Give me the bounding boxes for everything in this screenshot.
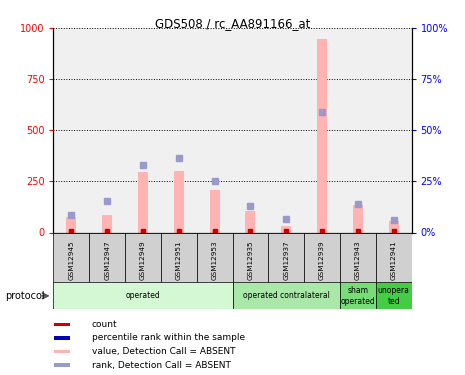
Bar bbox=[125, 232, 161, 283]
Text: sham
operated: sham operated bbox=[340, 286, 375, 306]
Bar bbox=[317, 39, 327, 232]
Bar bbox=[53, 232, 89, 283]
Text: GSM12943: GSM12943 bbox=[355, 240, 361, 280]
Text: unopera
ted: unopera ted bbox=[378, 286, 410, 306]
Bar bbox=[138, 172, 148, 232]
Bar bbox=[161, 232, 197, 283]
Text: GSM12949: GSM12949 bbox=[140, 240, 146, 280]
Text: GSM12947: GSM12947 bbox=[104, 240, 110, 280]
Bar bbox=[54, 363, 70, 367]
Text: value, Detection Call = ABSENT: value, Detection Call = ABSENT bbox=[92, 347, 235, 356]
Bar bbox=[53, 282, 232, 309]
Bar bbox=[376, 232, 412, 283]
Text: count: count bbox=[92, 320, 117, 329]
Bar bbox=[54, 322, 70, 326]
Text: operated contralateral: operated contralateral bbox=[243, 291, 330, 300]
Bar bbox=[102, 215, 112, 232]
Bar bbox=[54, 336, 70, 340]
Bar bbox=[340, 232, 376, 283]
Text: GSM12939: GSM12939 bbox=[319, 240, 325, 280]
Bar bbox=[197, 232, 232, 283]
Text: operated: operated bbox=[126, 291, 160, 300]
Bar bbox=[376, 282, 412, 309]
Text: GSM12937: GSM12937 bbox=[283, 240, 289, 280]
Bar bbox=[54, 350, 70, 353]
Bar bbox=[340, 282, 376, 309]
Bar bbox=[389, 220, 399, 232]
Text: GSM12945: GSM12945 bbox=[68, 240, 74, 280]
Bar bbox=[353, 205, 363, 232]
Bar bbox=[304, 232, 340, 283]
Bar bbox=[232, 282, 340, 309]
Bar bbox=[281, 226, 291, 232]
Text: GSM12953: GSM12953 bbox=[212, 240, 218, 280]
Bar bbox=[246, 211, 255, 232]
Text: GSM12941: GSM12941 bbox=[391, 240, 397, 280]
Bar bbox=[232, 232, 268, 283]
Text: GSM12935: GSM12935 bbox=[247, 240, 253, 280]
Bar bbox=[210, 190, 219, 232]
Text: GDS508 / rc_AA891166_at: GDS508 / rc_AA891166_at bbox=[155, 17, 310, 30]
Text: rank, Detection Call = ABSENT: rank, Detection Call = ABSENT bbox=[92, 361, 231, 370]
Bar bbox=[89, 232, 125, 283]
Bar bbox=[174, 171, 184, 232]
Text: protocol: protocol bbox=[5, 291, 44, 301]
Text: percentile rank within the sample: percentile rank within the sample bbox=[92, 333, 245, 342]
Bar bbox=[66, 217, 76, 232]
Bar bbox=[268, 232, 304, 283]
Text: GSM12951: GSM12951 bbox=[176, 240, 182, 280]
